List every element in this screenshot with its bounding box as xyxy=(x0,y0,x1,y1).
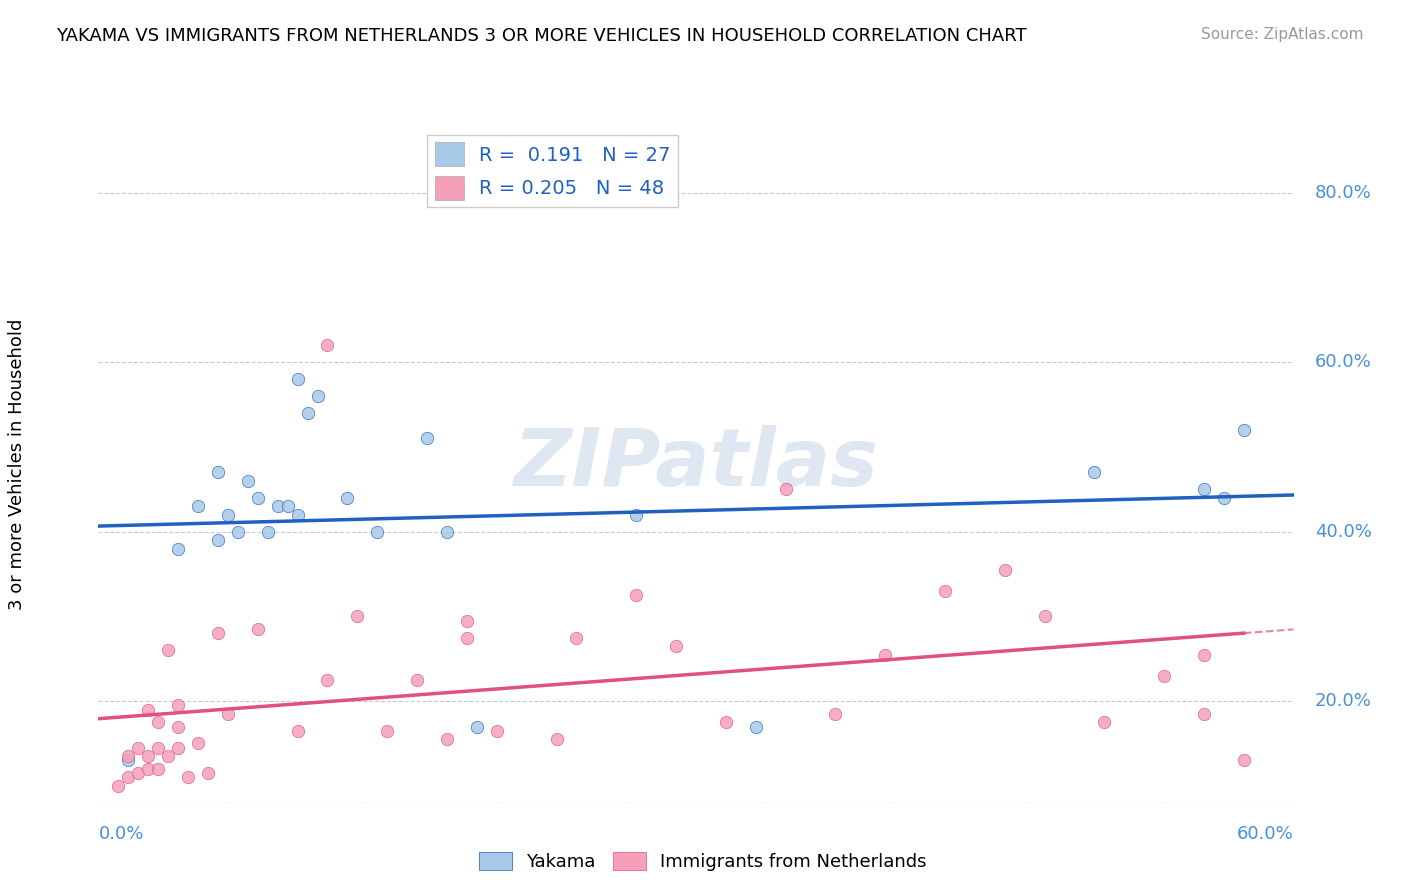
Point xyxy=(107,779,129,793)
Text: ZIPatlas: ZIPatlas xyxy=(513,425,879,503)
Point xyxy=(167,740,190,755)
Point xyxy=(197,766,219,780)
Legend: Yakama, Immigrants from Netherlands: Yakama, Immigrants from Netherlands xyxy=(472,845,934,879)
Point xyxy=(934,583,956,598)
Text: 80.0%: 80.0% xyxy=(1315,184,1371,202)
Point xyxy=(1153,669,1175,683)
Point xyxy=(565,631,588,645)
Point xyxy=(207,466,229,480)
Point xyxy=(187,737,209,751)
Point xyxy=(336,491,359,505)
Point xyxy=(148,762,170,776)
Point xyxy=(406,673,429,687)
Point xyxy=(994,563,1017,577)
Point xyxy=(127,740,149,755)
Point xyxy=(875,648,897,662)
Point xyxy=(256,524,278,539)
Point xyxy=(366,524,388,539)
Point xyxy=(117,770,139,785)
Point xyxy=(287,508,309,522)
Point xyxy=(157,643,180,657)
Text: YAKAMA VS IMMIGRANTS FROM NETHERLANDS 3 OR MORE VEHICLES IN HOUSEHOLD CORRELATIO: YAKAMA VS IMMIGRANTS FROM NETHERLANDS 3 … xyxy=(56,27,1026,45)
Point xyxy=(167,541,190,556)
Point xyxy=(416,432,439,446)
Text: Source: ZipAtlas.com: Source: ZipAtlas.com xyxy=(1201,27,1364,42)
Point xyxy=(246,622,269,636)
Point xyxy=(346,609,368,624)
Point xyxy=(297,406,319,420)
Point xyxy=(316,673,339,687)
Point xyxy=(187,500,209,514)
Point xyxy=(745,719,768,733)
Point xyxy=(624,588,647,602)
Point xyxy=(136,749,159,764)
Point xyxy=(207,626,229,640)
Legend: R =  0.191   N = 27, R = 0.205   N = 48: R = 0.191 N = 27, R = 0.205 N = 48 xyxy=(427,135,678,207)
Point xyxy=(1233,423,1256,437)
Point xyxy=(117,749,139,764)
Point xyxy=(207,533,229,547)
Point xyxy=(824,706,846,721)
Point xyxy=(287,723,309,738)
Text: 60.0%: 60.0% xyxy=(1237,825,1294,843)
Point xyxy=(157,749,180,764)
Point xyxy=(277,500,299,514)
Point xyxy=(217,508,239,522)
Point xyxy=(465,719,488,733)
Point xyxy=(775,482,797,496)
Point xyxy=(436,524,458,539)
Point xyxy=(136,762,159,776)
Point xyxy=(236,474,259,488)
Point xyxy=(1192,648,1215,662)
Point xyxy=(375,723,398,738)
Point xyxy=(546,732,568,747)
Point xyxy=(436,732,458,747)
Point xyxy=(127,766,149,780)
Point xyxy=(1192,706,1215,721)
Point xyxy=(624,508,647,522)
Point xyxy=(1083,466,1105,480)
Text: 60.0%: 60.0% xyxy=(1315,353,1371,371)
Text: 40.0%: 40.0% xyxy=(1315,523,1371,541)
Point xyxy=(217,706,239,721)
Point xyxy=(485,723,508,738)
Point xyxy=(148,740,170,755)
Point xyxy=(167,698,190,713)
Point xyxy=(456,631,478,645)
Text: 20.0%: 20.0% xyxy=(1315,692,1371,710)
Point xyxy=(1212,491,1234,505)
Point xyxy=(287,372,309,386)
Point xyxy=(136,703,159,717)
Point xyxy=(307,389,329,403)
Point xyxy=(665,639,688,653)
Point xyxy=(714,715,737,730)
Point xyxy=(267,500,290,514)
Point xyxy=(316,338,339,352)
Point xyxy=(246,491,269,505)
Point xyxy=(167,719,190,733)
Text: 0.0%: 0.0% xyxy=(98,825,143,843)
Point xyxy=(177,770,200,785)
Point xyxy=(1233,753,1256,767)
Point xyxy=(226,524,249,539)
Point xyxy=(117,753,139,767)
Point xyxy=(1192,482,1215,496)
Text: 3 or more Vehicles in Household: 3 or more Vehicles in Household xyxy=(8,318,25,609)
Point xyxy=(1092,715,1115,730)
Point xyxy=(456,614,478,628)
Point xyxy=(148,715,170,730)
Point xyxy=(1033,609,1056,624)
